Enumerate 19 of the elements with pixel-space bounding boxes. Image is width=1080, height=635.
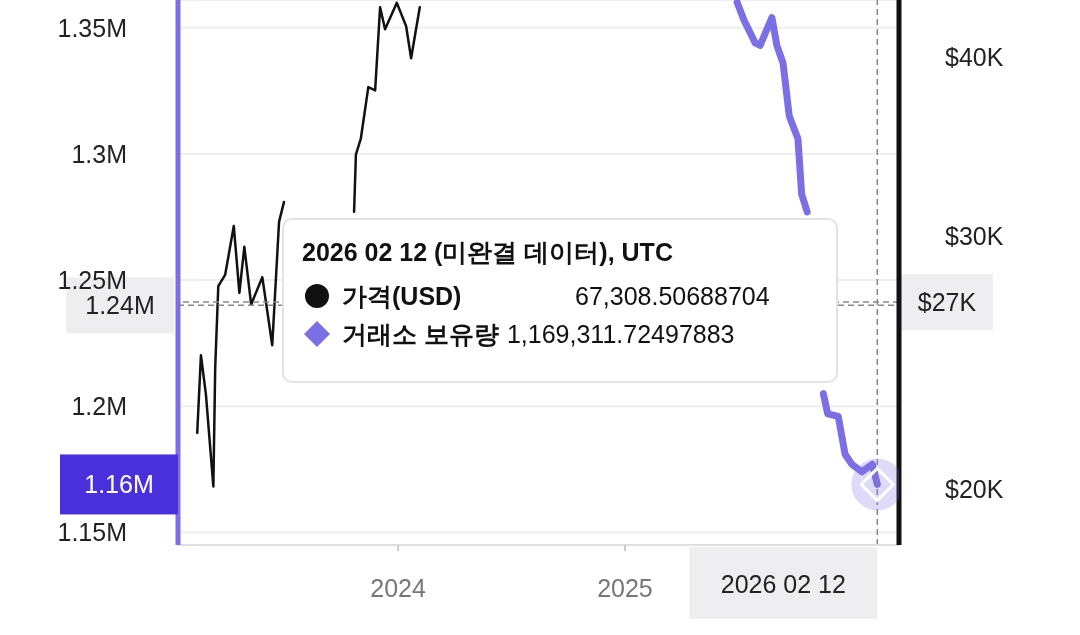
- legend-label: 거래소 보유량: [342, 318, 499, 350]
- legend-title: 2026 02 12 (미완결 데이터), UTC: [302, 237, 674, 268]
- y2-tick-label: $20K: [945, 475, 1004, 504]
- annotation: 1,169,311.72497883: [506, 319, 735, 349]
- ref-line-label: 2026 02 12: [720, 570, 846, 598]
- y-tick-label: 1.35M: [57, 13, 127, 42]
- y-tick-label: 1.3M: [71, 139, 127, 168]
- x-tick-label: 2024: [370, 573, 426, 602]
- ref-line-label: $27K: [917, 288, 977, 317]
- x-tick-label: 2025: [597, 573, 653, 602]
- y2-tick-label: $40K: [945, 42, 1004, 71]
- y-tick-label: 1.2M: [71, 392, 127, 421]
- y-tick-label: 1.15M: [57, 518, 127, 547]
- legend-label: 가격(USD): [342, 280, 463, 312]
- annotation: 67,308.50688704: [575, 281, 770, 311]
- ref-line-label: 1.24M: [85, 291, 155, 320]
- y2-tick-label: $30K: [945, 222, 1004, 251]
- y-tick-label: 1.25M: [57, 265, 127, 294]
- text: 1.16M: [84, 470, 154, 499]
